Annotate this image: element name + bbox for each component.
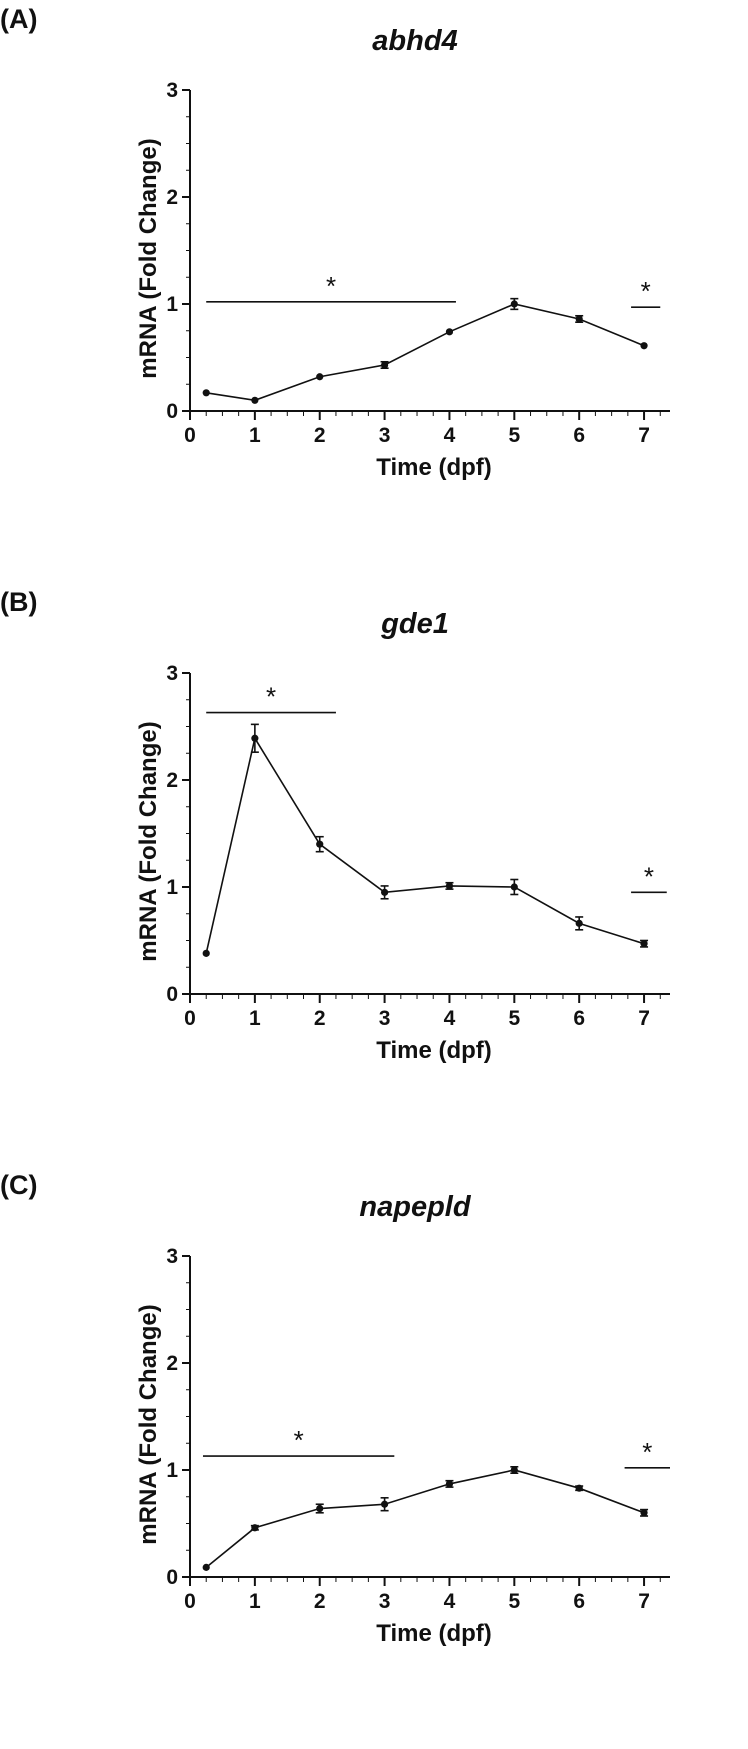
data-point bbox=[316, 840, 324, 848]
chart-svg-b: (B) gde1 0 1 2 3 0 1 2 3 4 5 6 7 Time (dpf) mRNA (Fold … bbox=[0, 587, 670, 1064]
y-tick-label: 1 bbox=[166, 876, 178, 899]
panel-b: (B) gde1 0 1 2 3 0 1 2 3 4 5 6 7 Time (dpf) mRNA (Fold … bbox=[0, 583, 748, 1166]
significance-star: * bbox=[326, 271, 336, 301]
series-line bbox=[205, 736, 645, 954]
y-axis-label: mRNA (Fold Change) bbox=[135, 721, 162, 961]
x-tick-label: 1 bbox=[249, 1590, 261, 1613]
y-tick-label: 2 bbox=[166, 1352, 178, 1375]
data-point bbox=[575, 315, 583, 323]
data-point bbox=[510, 883, 518, 891]
data-point bbox=[640, 940, 648, 948]
y-tick-label: 2 bbox=[166, 186, 178, 209]
x-tick-label: 3 bbox=[379, 424, 391, 447]
x-tick-label: 4 bbox=[444, 1007, 456, 1030]
data-point bbox=[316, 373, 324, 381]
data-point bbox=[380, 1500, 389, 1508]
data-point bbox=[640, 1509, 648, 1517]
chart-title: napepld bbox=[359, 1191, 471, 1223]
y-tick-label: 1 bbox=[166, 293, 178, 316]
data-point bbox=[251, 1524, 259, 1532]
x-tick-label: 4 bbox=[444, 1590, 456, 1613]
y-tick-label: 3 bbox=[166, 662, 178, 685]
data-point bbox=[251, 396, 259, 404]
x-tick-label: 6 bbox=[573, 1590, 585, 1613]
chart-svg-c: (C) napepld 0 1 2 3 0 1 2 3 4 5 6 7 Time (dpf) mRNA (Fo… bbox=[0, 1170, 670, 1647]
x-tick-label: 5 bbox=[508, 1007, 520, 1030]
data-point bbox=[445, 1480, 454, 1488]
y-tick-label: 2 bbox=[166, 769, 178, 792]
data-point bbox=[251, 734, 259, 742]
panel-label: (C) bbox=[0, 1170, 37, 1200]
x-tick-label: 6 bbox=[573, 1007, 585, 1030]
y-tick-label: 1 bbox=[166, 1459, 178, 1482]
y-tick-label: 0 bbox=[166, 1566, 178, 1589]
panel-c: (C) napepld 0 1 2 3 0 1 2 3 4 5 6 7 Time (dpf) mRNA (Fo… bbox=[0, 1166, 748, 1749]
x-tick-label: 2 bbox=[314, 424, 326, 447]
data-point bbox=[445, 882, 454, 890]
x-tick-label: 1 bbox=[249, 1007, 261, 1030]
x-tick-label: 1 bbox=[249, 424, 261, 447]
data-point bbox=[445, 328, 454, 336]
x-tick-label: 7 bbox=[638, 1007, 650, 1030]
x-tick-label: 7 bbox=[638, 1590, 650, 1613]
x-tick-label: 4 bbox=[444, 424, 456, 447]
x-tick-label: 3 bbox=[379, 1007, 391, 1030]
data-point bbox=[380, 361, 389, 369]
x-tick-label: 7 bbox=[638, 424, 650, 447]
data-point bbox=[640, 342, 648, 350]
significance-star: * bbox=[294, 1425, 304, 1455]
y-axis-label: mRNA (Fold Change) bbox=[135, 1304, 162, 1544]
data-point bbox=[202, 389, 210, 397]
chart-title: abhd4 bbox=[372, 25, 457, 57]
x-axis-label: Time (dpf) bbox=[376, 1620, 492, 1647]
x-tick-label: 2 bbox=[314, 1590, 326, 1613]
panel-label: (A) bbox=[0, 4, 37, 34]
x-axis-label: Time (dpf) bbox=[376, 1037, 492, 1064]
data-point bbox=[575, 919, 583, 927]
y-tick-label: 3 bbox=[166, 1245, 178, 1268]
y-tick-label: 3 bbox=[166, 79, 178, 102]
x-tick-label: 5 bbox=[508, 424, 520, 447]
x-tick-label: 5 bbox=[508, 1590, 520, 1613]
significance-star: * bbox=[644, 861, 654, 891]
data-point bbox=[510, 300, 518, 308]
data-point bbox=[575, 1484, 583, 1492]
chart-title: gde1 bbox=[380, 608, 449, 640]
x-tick-label: 0 bbox=[184, 424, 196, 447]
series-line bbox=[206, 303, 645, 402]
y-axis-label: mRNA (Fold Change) bbox=[135, 138, 162, 378]
data-point bbox=[510, 1466, 518, 1474]
panel-label: (B) bbox=[0, 587, 37, 617]
x-tick-label: 6 bbox=[573, 424, 585, 447]
panel-a: (A) abhd4 0 1 2 3 0 1 2 3 4 5 6 7 Time (dpf) mRNA (Fold… bbox=[0, 0, 748, 583]
x-axis-label: Time (dpf) bbox=[376, 454, 492, 481]
y-tick-label: 0 bbox=[166, 983, 178, 1006]
data-point bbox=[202, 949, 210, 957]
x-tick-label: 0 bbox=[184, 1007, 196, 1030]
x-tick-label: 0 bbox=[184, 1590, 196, 1613]
y-tick-label: 0 bbox=[166, 400, 178, 423]
data-point bbox=[316, 1504, 324, 1513]
series-line bbox=[205, 1469, 645, 1568]
significance-star: * bbox=[641, 276, 651, 306]
data-point bbox=[202, 1563, 210, 1571]
x-tick-label: 3 bbox=[379, 1590, 391, 1613]
significance-star: * bbox=[642, 1437, 652, 1467]
x-tick-label: 2 bbox=[314, 1007, 326, 1030]
significance-star: * bbox=[266, 682, 276, 712]
data-point bbox=[380, 888, 389, 896]
chart-svg-a: (A) abhd4 0 1 2 3 0 1 2 3 4 5 6 7 Time (dpf) mRNA (Fold… bbox=[0, 4, 670, 481]
